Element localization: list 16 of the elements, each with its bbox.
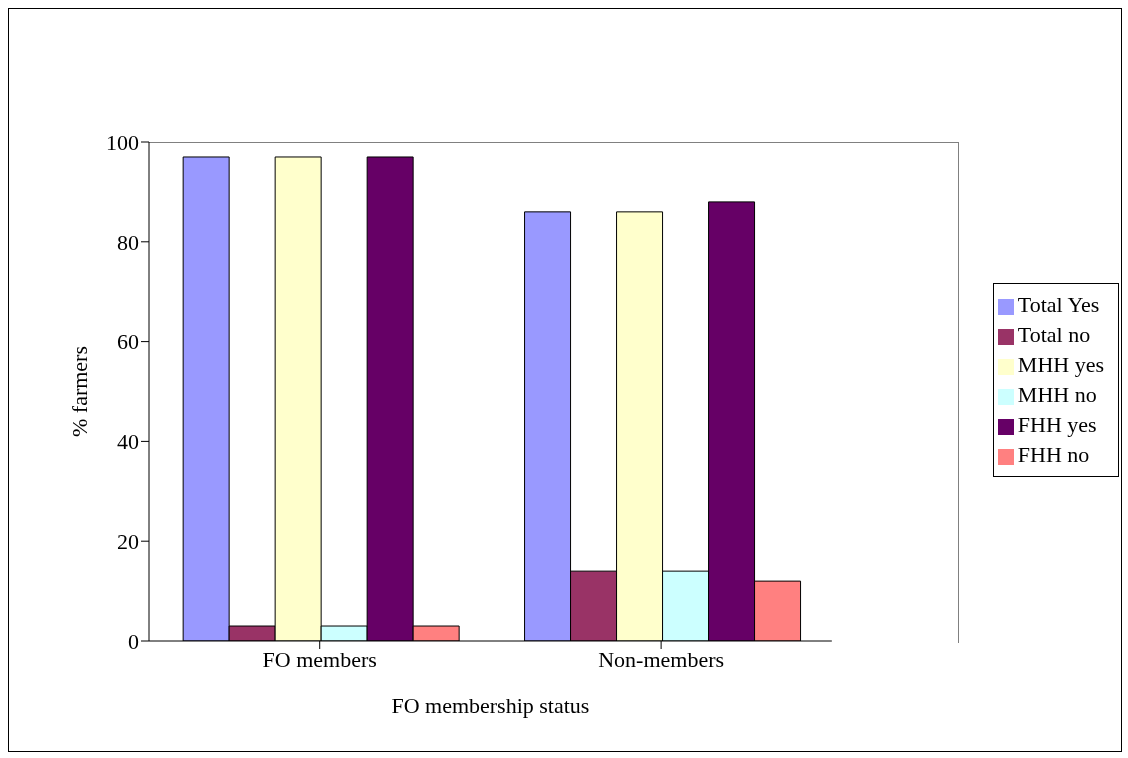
legend-label: Total no (1017, 322, 1091, 347)
y-axis-title: % farmers (66, 345, 92, 438)
legend-label: FHH no (1017, 442, 1090, 467)
y-tick-label: 20 (117, 529, 139, 555)
legend-label: FHH yes (1017, 412, 1097, 437)
legend-label: MHH yes (1017, 352, 1104, 377)
legend-label: Total Yes (1017, 292, 1100, 317)
x-tick-label: Non-members (598, 646, 725, 672)
x-axis-title: FO membership status (391, 693, 590, 718)
x-tick-label: FO members (262, 646, 377, 672)
legend-label: MHH no (1017, 382, 1097, 407)
y-tick-label: 40 (117, 429, 139, 455)
y-tick-label: 60 (117, 329, 139, 355)
y-tick-label: 100 (106, 129, 139, 155)
y-tick-label: 0 (128, 628, 139, 654)
y-tick-label: 80 (117, 229, 139, 255)
